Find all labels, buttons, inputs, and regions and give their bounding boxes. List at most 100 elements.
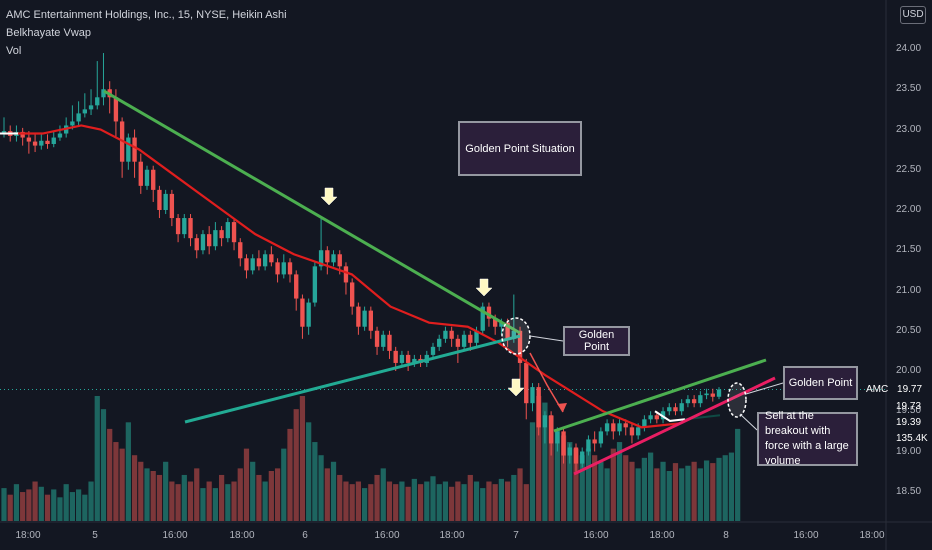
time-tick: 16:00 — [374, 530, 400, 541]
golden-point-circle-2 — [727, 382, 747, 418]
connector-golden-2 — [745, 382, 784, 395]
candle-body — [710, 393, 715, 397]
price-tick: 21.00 — [896, 284, 922, 296]
candle-body — [269, 254, 274, 263]
golden-situation-note[interactable]: Golden Point Situation — [458, 121, 582, 176]
volume-bar — [548, 415, 554, 521]
volume-bar — [13, 484, 20, 521]
candle-body — [455, 338, 461, 347]
candle-body — [76, 113, 81, 122]
price-tick: 21.50 — [896, 244, 922, 256]
volume-bar — [473, 481, 480, 521]
candle-body — [169, 193, 175, 219]
volume-bar — [498, 478, 504, 521]
candle-body — [113, 97, 119, 122]
candle-body — [275, 262, 280, 275]
golden-point-circle-1 — [501, 317, 531, 355]
volume-bar — [113, 442, 119, 521]
candle-body — [1, 131, 7, 134]
time-tick: 16:00 — [162, 530, 188, 541]
volume-bar — [82, 494, 88, 521]
candle-body — [580, 451, 585, 464]
candle-body — [617, 423, 622, 432]
volume-bar — [436, 484, 442, 521]
volume-bar — [237, 468, 243, 521]
candle-body — [82, 109, 88, 114]
candle-body — [262, 254, 268, 267]
volume-bar — [442, 481, 449, 521]
volume-bar — [1, 488, 7, 521]
volume-bar — [449, 486, 455, 521]
candle-body — [499, 322, 504, 327]
volume-bar — [579, 455, 585, 521]
candle-body — [51, 137, 56, 144]
candle-body — [517, 330, 523, 363]
sell-breakout-note[interactable]: Sell at the breakout with force with a l… — [757, 410, 858, 467]
golden-point-note-1[interactable]: Golden Point — [563, 326, 630, 356]
candle-body — [486, 306, 492, 319]
volume-bar — [660, 461, 666, 521]
volume-bar — [697, 468, 703, 521]
volume-bar — [76, 489, 82, 521]
candle-body — [256, 258, 262, 267]
volume-bar — [455, 481, 461, 521]
volume-bar — [405, 486, 411, 521]
price-tick: 19.50 — [896, 405, 922, 417]
candle-body — [206, 234, 212, 247]
indicator-vol-label: Vol — [6, 45, 22, 57]
candle-body — [679, 403, 684, 412]
candle-body — [536, 387, 541, 428]
candle-body — [331, 254, 336, 263]
volume-bar — [542, 402, 548, 521]
volume-bar — [635, 468, 641, 521]
price-tick: 23.50 — [896, 83, 922, 95]
down-arrow-icon — [475, 278, 493, 297]
candle-body — [101, 89, 106, 98]
price-tick: 20.50 — [896, 324, 922, 336]
candle-body — [325, 250, 330, 263]
volume-bar — [318, 455, 324, 521]
candle-body — [430, 346, 436, 355]
time-tick: 7 — [513, 530, 519, 541]
candle-body — [343, 266, 349, 283]
candle-body — [586, 439, 591, 452]
volume-bar — [654, 468, 660, 521]
price-tick: 23.00 — [896, 123, 922, 135]
down-arrow-icon — [320, 187, 338, 206]
price-tick: 19.00 — [896, 445, 922, 457]
candle-body — [542, 415, 548, 428]
volume-bar — [219, 474, 225, 521]
candle-body — [567, 447, 572, 456]
candle-body — [592, 439, 597, 444]
volume-bar — [430, 476, 436, 521]
volume-bar — [703, 460, 710, 521]
volume-bar — [7, 494, 13, 521]
candle-body — [461, 334, 467, 347]
volume-bar — [672, 463, 679, 521]
volume-bar — [63, 484, 69, 521]
golden-point-note-2[interactable]: Golden Point — [783, 366, 858, 400]
volume-bar — [623, 455, 629, 521]
volume-bar — [368, 484, 374, 521]
volume-bar — [560, 435, 567, 521]
price-tag-vwap: 19.73 — [896, 401, 922, 412]
volume-bar — [187, 481, 194, 521]
volume-bar — [722, 455, 728, 521]
volume-bar — [206, 481, 212, 521]
currency-button[interactable]: USD — [900, 6, 926, 24]
volume-bar — [200, 488, 206, 521]
candle-body — [474, 330, 479, 343]
drawing-lines — [0, 89, 776, 476]
candle-body — [629, 427, 635, 436]
time-tick: 18:00 — [859, 530, 885, 541]
volume-bar — [330, 461, 337, 521]
volume-bar — [256, 474, 262, 521]
volume-bar — [262, 481, 268, 521]
candle-body — [667, 407, 672, 412]
candle-body — [70, 121, 75, 126]
volume-bar — [505, 481, 511, 521]
candle-body — [300, 298, 305, 327]
volume-bar — [268, 471, 274, 521]
candle-body — [175, 218, 181, 235]
